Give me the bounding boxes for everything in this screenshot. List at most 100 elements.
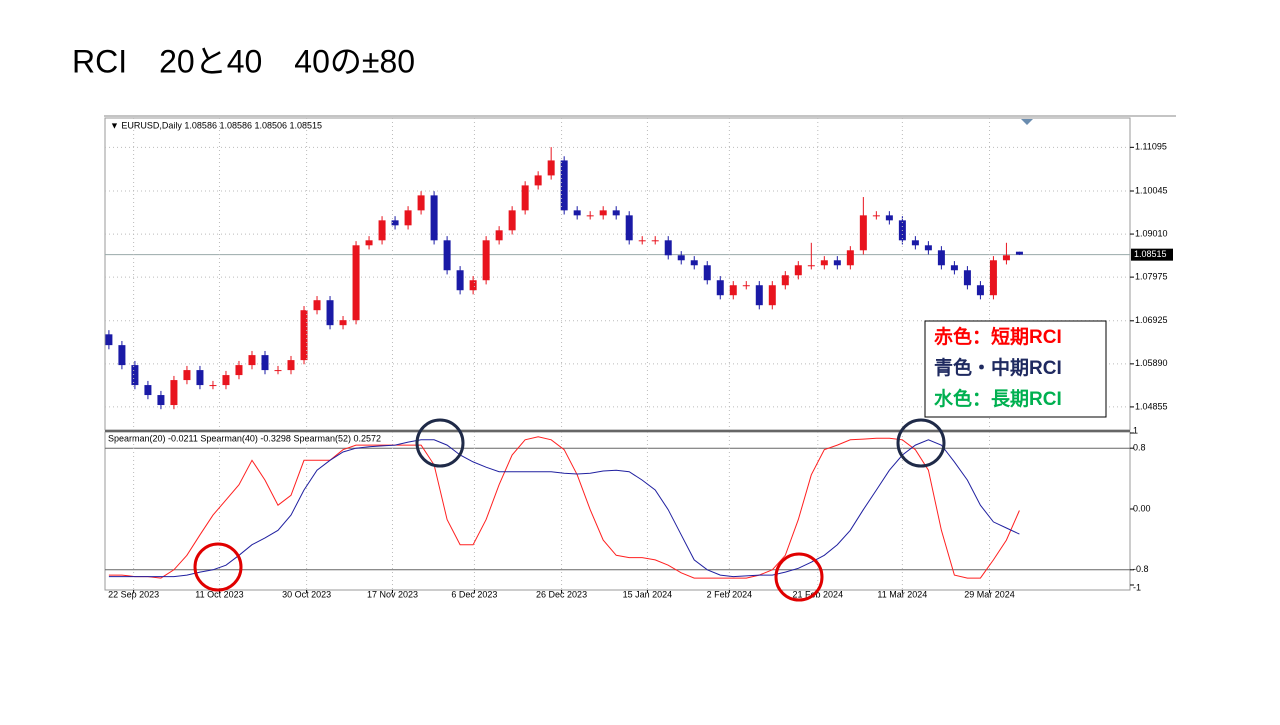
candle-body bbox=[1002, 255, 1010, 261]
legend: 赤色：短期RCI 青色・中期RCI 水色：長期RCI bbox=[934, 325, 1062, 410]
shift-marker bbox=[1021, 119, 1033, 125]
highlight-circle bbox=[193, 542, 243, 592]
x-tick-label: 29 Mar 2024 bbox=[964, 589, 1015, 599]
candle-body bbox=[859, 215, 867, 251]
candle-body bbox=[625, 215, 633, 241]
price-header: ▼ EURUSD,Daily 1.08586 1.08586 1.08506 1… bbox=[110, 120, 322, 130]
candle-body bbox=[690, 260, 698, 266]
candle-body bbox=[313, 300, 321, 311]
candle-body bbox=[573, 210, 581, 216]
legend-box bbox=[924, 320, 1107, 418]
legend-entry: 赤色：短期RCI bbox=[934, 325, 1062, 348]
x-tick-label: 11 Oct 2023 bbox=[195, 589, 243, 599]
candle-body bbox=[352, 245, 360, 321]
candle-body bbox=[170, 380, 178, 406]
x-tick-label: 22 Sep 2023 bbox=[108, 589, 159, 599]
candle-body bbox=[482, 240, 490, 281]
highlight-circle bbox=[415, 418, 465, 468]
candle-body bbox=[261, 355, 269, 371]
x-tick-label: 30 Oct 2023 bbox=[282, 589, 331, 599]
candle-body bbox=[768, 285, 776, 306]
candle-body bbox=[638, 240, 646, 242]
candle-body bbox=[118, 345, 126, 366]
candle-body bbox=[456, 270, 464, 291]
candle-body bbox=[820, 260, 828, 266]
candle-body bbox=[157, 395, 165, 406]
candle-body bbox=[560, 160, 568, 211]
candle-body bbox=[976, 285, 984, 296]
candle-body bbox=[963, 270, 971, 286]
candle-body bbox=[937, 250, 945, 266]
candle-body bbox=[183, 370, 191, 381]
y-tick-label: 0.8 bbox=[1133, 443, 1146, 453]
candle-body bbox=[222, 375, 230, 386]
candle-body bbox=[326, 300, 334, 326]
x-tick-label: 2 Feb 2024 bbox=[707, 589, 753, 599]
y-tick-label: 1 bbox=[1133, 425, 1138, 435]
y-tick-label: 1.05890 bbox=[1135, 358, 1168, 368]
candle-body bbox=[1015, 251, 1023, 255]
y-tick-label: -0.8 bbox=[1133, 564, 1149, 574]
price-tag bbox=[1131, 248, 1173, 261]
legend-entry: 青色・中期RCI bbox=[934, 356, 1062, 379]
price-tag-label: 1.08515 bbox=[1134, 249, 1167, 259]
candle-body bbox=[287, 360, 295, 371]
candle-body bbox=[274, 370, 282, 372]
y-tick-label: 1.07975 bbox=[1135, 271, 1168, 281]
candle-body bbox=[508, 210, 516, 231]
y-tick-label: 1.06925 bbox=[1135, 315, 1168, 325]
candle-body bbox=[534, 175, 542, 186]
candle-body bbox=[131, 365, 139, 386]
candle-body bbox=[248, 355, 256, 366]
y-tick-label: 1.10045 bbox=[1135, 185, 1168, 195]
candle-body bbox=[651, 240, 659, 242]
candle-body bbox=[495, 230, 503, 241]
candle-body bbox=[911, 240, 919, 246]
candle-body bbox=[209, 385, 217, 387]
plot: 1.11095 1.10045 1.09010 1.07975 1.06925 1.058… bbox=[105, 118, 1173, 599]
candle-body bbox=[664, 240, 672, 256]
x-tick-label: 6 Dec 2023 bbox=[451, 589, 497, 599]
candle-body bbox=[430, 195, 438, 241]
candle-body bbox=[742, 285, 750, 287]
candle-body bbox=[586, 215, 594, 217]
candle-body bbox=[885, 215, 893, 221]
candle-body bbox=[703, 265, 711, 281]
candle-body bbox=[378, 220, 386, 241]
candle-body bbox=[391, 220, 399, 226]
y-tick-label: 1.09010 bbox=[1135, 228, 1168, 238]
x-tick-label: 21 Feb 2024 bbox=[793, 589, 844, 599]
candle-body bbox=[781, 275, 789, 286]
x-tick-label: 15 Jan 2024 bbox=[623, 589, 673, 599]
candle-body bbox=[196, 370, 204, 386]
candle-body bbox=[833, 260, 841, 266]
legend-entry: 水色：長期RCI bbox=[934, 387, 1062, 410]
candle-body bbox=[443, 240, 451, 271]
slide-title: RCI 20と40 40の±80 bbox=[72, 43, 415, 79]
y-tick-label: 0.00 bbox=[1133, 503, 1151, 513]
candle-body bbox=[677, 255, 685, 261]
rci-line bbox=[108, 436, 1020, 579]
candle-body bbox=[729, 285, 737, 296]
candle-body bbox=[989, 260, 997, 296]
x-tick-label: 26 Dec 2023 bbox=[536, 589, 587, 599]
candle-body bbox=[339, 320, 347, 326]
candle-body bbox=[365, 240, 373, 246]
candle-body bbox=[872, 215, 880, 217]
y-tick-label: 1.11095 bbox=[1135, 142, 1167, 152]
candle-body bbox=[547, 160, 555, 176]
candle-body bbox=[417, 195, 425, 211]
rci-line bbox=[108, 439, 1020, 578]
highlight-circle bbox=[774, 552, 824, 602]
candle-body bbox=[235, 365, 243, 376]
y-tick-label: 1.04855 bbox=[1135, 401, 1168, 411]
rci-header: Spearman(20) -0.0211 Spearman(40) -0.329… bbox=[108, 433, 381, 443]
x-tick-label: 17 Nov 2023 bbox=[367, 589, 418, 599]
candle-body bbox=[404, 210, 412, 226]
candle-body bbox=[521, 185, 529, 211]
candle-body bbox=[807, 265, 815, 267]
candle-body bbox=[469, 280, 477, 291]
candle-body bbox=[846, 250, 854, 266]
x-tick-label: 11 Mar 2024 bbox=[877, 589, 927, 599]
